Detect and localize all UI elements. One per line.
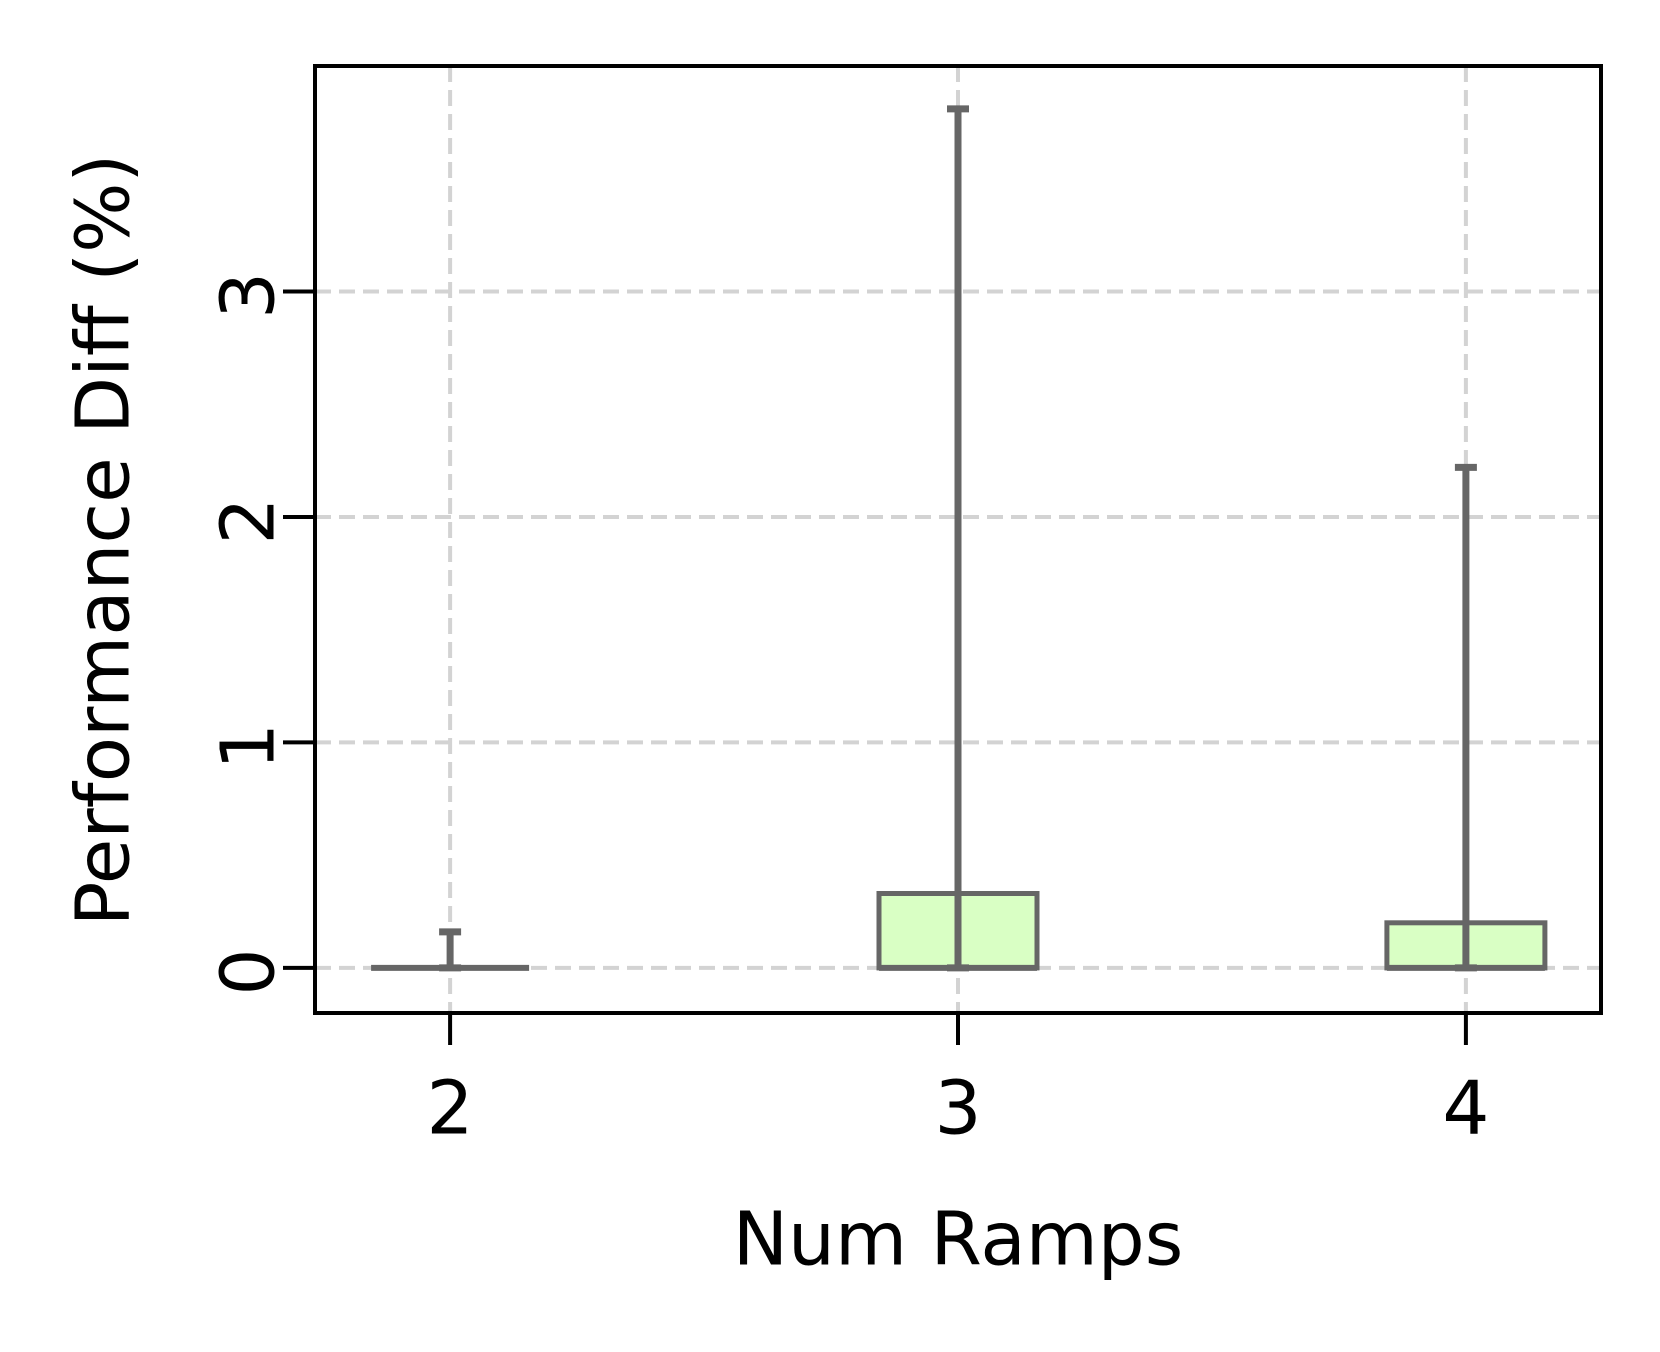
y-tick-label: 2 — [206, 497, 292, 544]
y-tick-label: 0 — [206, 948, 292, 995]
x-tick-label: 3 — [934, 1066, 981, 1152]
x-tick-label: 4 — [1442, 1066, 1489, 1152]
x-tick-label: 2 — [427, 1066, 474, 1152]
x-axis-label: Num Ramps — [733, 1197, 1184, 1283]
plot-frame — [313, 64, 1603, 1015]
y-tick-label: 1 — [206, 723, 292, 770]
y-axis-label: Performance Diff (%) — [61, 154, 147, 927]
y-tick-label: 3 — [206, 272, 292, 319]
